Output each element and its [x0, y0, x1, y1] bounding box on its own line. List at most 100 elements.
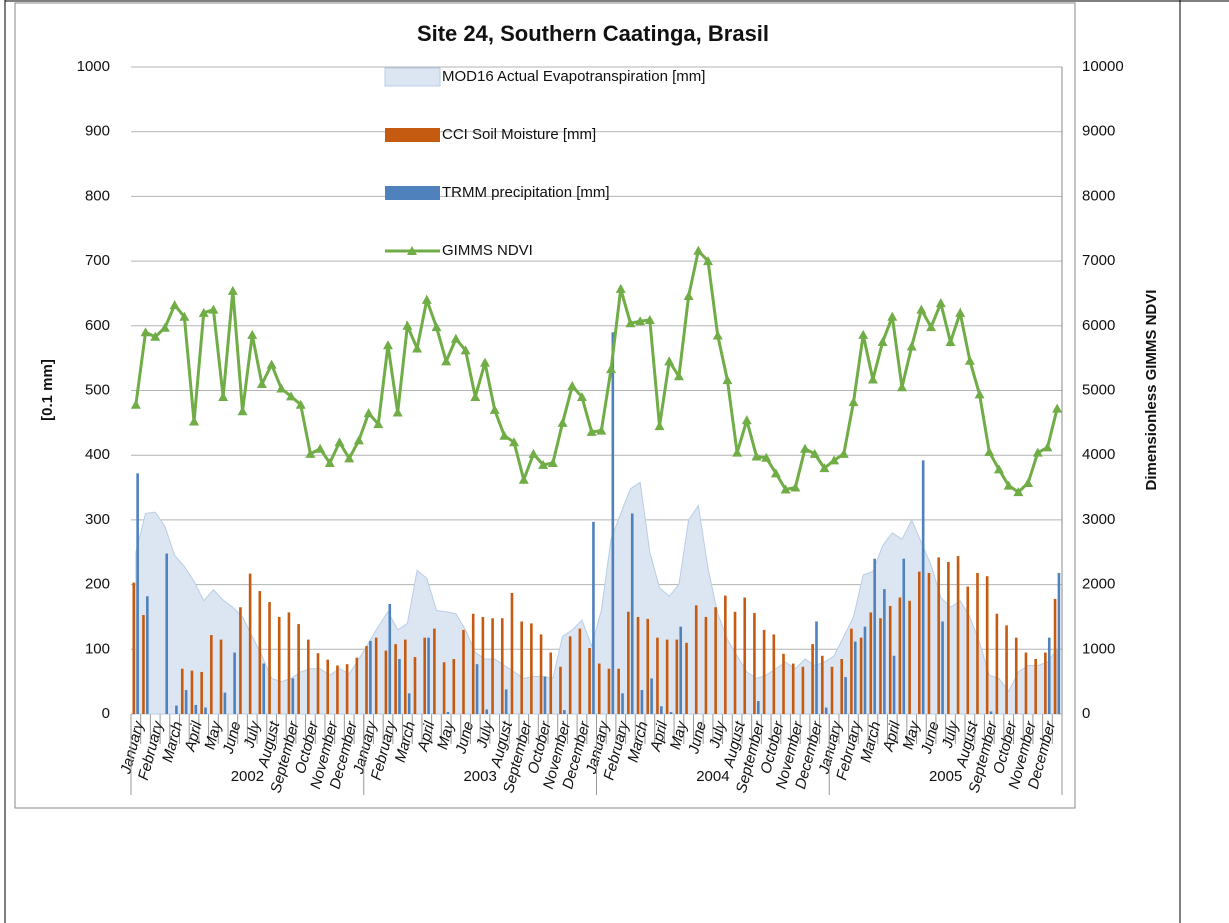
bar: [297, 624, 300, 714]
marker: [761, 452, 772, 462]
bar: [413, 657, 417, 714]
bar: [947, 561, 950, 714]
marker: [1032, 447, 1043, 457]
marker: [858, 329, 869, 339]
marker: [819, 463, 830, 473]
y2-tick-label: 9000: [1082, 123, 1115, 140]
bar: [685, 642, 688, 714]
bar: [1014, 637, 1018, 714]
marker: [295, 399, 306, 409]
bar: [180, 668, 184, 714]
bar: [1024, 652, 1028, 714]
bar: [471, 613, 475, 714]
y-tick-label: 200: [85, 576, 110, 593]
marker: [896, 382, 907, 392]
bar: [898, 597, 902, 714]
marker: [460, 345, 471, 355]
marker: [402, 320, 413, 330]
y2-tick-label: 5000: [1082, 381, 1115, 398]
bar: [142, 615, 145, 714]
marker: [683, 291, 694, 301]
bar: [791, 663, 795, 714]
bar: [821, 655, 824, 714]
marker: [150, 331, 161, 341]
y2-tick-label: 6000: [1082, 317, 1115, 334]
marker: [509, 437, 520, 447]
marker: [935, 298, 946, 308]
bar: [200, 671, 203, 714]
marker: [489, 404, 500, 414]
marker: [470, 391, 481, 401]
bar: [1047, 637, 1051, 714]
marker: [315, 443, 326, 453]
marker: [499, 430, 510, 440]
bar: [136, 473, 139, 714]
marker: [557, 417, 568, 427]
bar: [621, 693, 624, 714]
bar: [782, 653, 785, 714]
marker: [450, 333, 461, 343]
bar: [258, 591, 262, 714]
bar: [578, 628, 582, 714]
bar: [559, 666, 562, 714]
bar: [640, 690, 644, 714]
marker: [159, 322, 170, 332]
bar: [883, 589, 886, 714]
bar: [248, 573, 252, 714]
bar: [316, 653, 320, 714]
marker: [906, 341, 917, 351]
bar: [543, 676, 547, 714]
legend-swatch: [384, 67, 441, 87]
marker: [955, 307, 966, 317]
bar: [1057, 572, 1061, 714]
bar: [665, 639, 669, 714]
bar: [902, 558, 906, 714]
bar: [646, 618, 650, 714]
bar: [530, 623, 533, 714]
bar: [592, 521, 595, 714]
marker: [286, 391, 297, 401]
y-tick-label: 800: [85, 187, 110, 204]
marker: [770, 468, 781, 478]
marker: [654, 421, 665, 431]
bar: [937, 557, 940, 714]
marker: [916, 304, 927, 314]
bar: [956, 556, 960, 714]
bar: [446, 712, 450, 714]
x-tick-label: July: [706, 718, 730, 751]
bar: [433, 628, 436, 714]
bar: [175, 705, 178, 714]
marker: [130, 399, 141, 409]
bar: [510, 593, 514, 714]
marker: [353, 435, 364, 445]
marker: [256, 379, 267, 389]
bar: [811, 644, 814, 714]
marker: [528, 448, 539, 458]
bar: [724, 595, 727, 714]
bar: [268, 602, 271, 714]
marker: [567, 380, 578, 390]
x-tick-label: July: [473, 718, 497, 751]
marker: [189, 416, 200, 426]
bar: [210, 635, 213, 714]
bar: [539, 634, 543, 714]
bar: [491, 618, 494, 714]
marker: [363, 408, 374, 418]
marker: [732, 447, 743, 457]
marker: [218, 391, 229, 401]
bar: [888, 605, 892, 714]
bar: [694, 605, 698, 714]
marker: [247, 329, 258, 339]
bar: [824, 707, 828, 714]
bar: [485, 709, 489, 714]
marker: [441, 356, 452, 366]
marker: [538, 459, 549, 469]
marker: [198, 307, 209, 317]
marker: [576, 391, 587, 401]
bar: [892, 655, 896, 714]
marker: [635, 316, 646, 326]
bar: [481, 616, 485, 714]
bar: [132, 582, 136, 714]
marker: [518, 474, 529, 484]
